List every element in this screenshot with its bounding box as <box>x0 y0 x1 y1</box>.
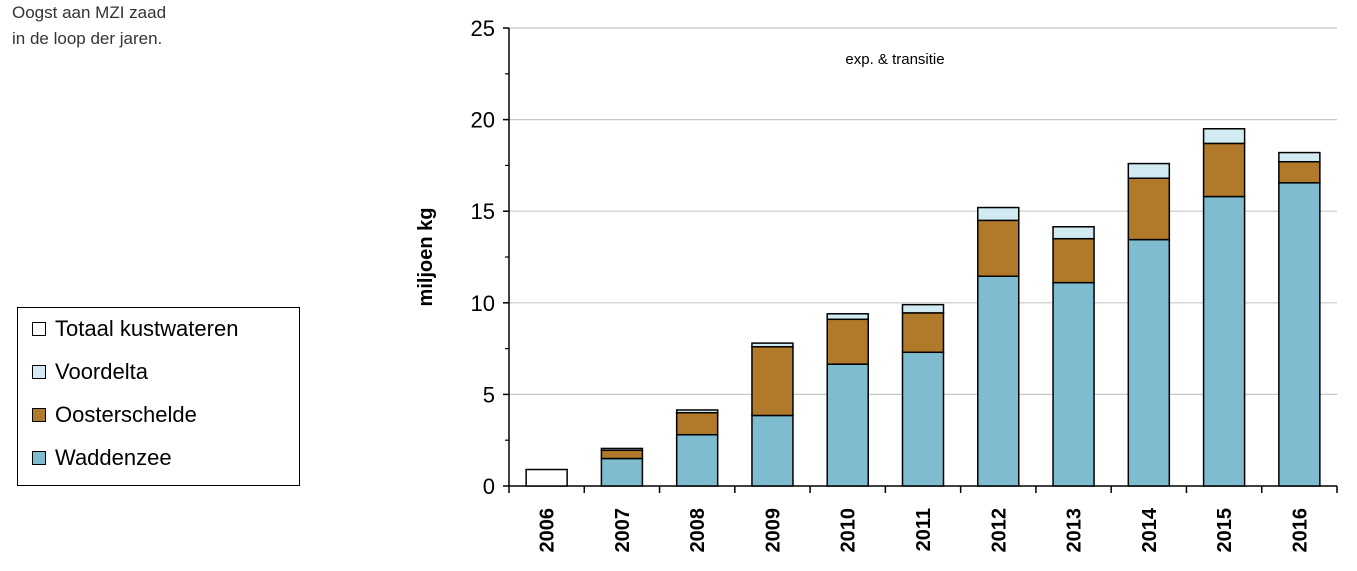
annotation-text: exp. & transitie <box>845 51 944 68</box>
legend-swatch <box>32 322 46 336</box>
x-tick-label-2015: 2015 <box>1214 508 1236 553</box>
legend-item-oosterschelde: Oosterschelde <box>32 400 197 430</box>
x-tick-label-2010: 2010 <box>838 508 860 553</box>
x-tick-label-2016: 2016 <box>1289 508 1311 553</box>
legend-label: Oosterschelde <box>55 402 197 427</box>
bar-voordelta-2012 <box>977 206 1020 222</box>
bar-waddenzee-2010 <box>826 363 869 487</box>
legend-label: Voordelta <box>55 359 148 384</box>
bar-waddenzee-2013 <box>1052 281 1095 487</box>
legend-item-waddenzee: Waddenzee <box>32 443 172 473</box>
bar-oosterschelde-2015 <box>1202 142 1246 198</box>
bar-voordelta-2015 <box>1202 128 1246 145</box>
bar-oosterschelde-2013 <box>1052 237 1095 284</box>
bar-voordelta-2009 <box>751 342 794 348</box>
bar-oosterschelde-2016 <box>1278 160 1321 184</box>
y-tick-label: 5 <box>483 382 495 407</box>
bar-oosterschelde-2008 <box>675 411 719 436</box>
chart-caption: Oogst aan MZI zaad in de loop der jaren. <box>12 0 166 52</box>
bar-waddenzee-2014 <box>1127 238 1171 487</box>
bar-totaal-kustwateren-2006 <box>525 468 568 487</box>
bar-voordelta-2010 <box>826 313 869 321</box>
bar-voordelta-2007 <box>600 447 644 452</box>
bar-oosterschelde-2010 <box>826 318 869 365</box>
x-tick-label-2007: 2007 <box>612 508 634 553</box>
bar-waddenzee-2012 <box>977 275 1020 487</box>
x-tick-label-2012: 2012 <box>988 508 1010 553</box>
bar-voordelta-2013 <box>1052 226 1095 240</box>
bar-oosterschelde-2011 <box>901 312 945 354</box>
bar-waddenzee-2015 <box>1202 195 1246 487</box>
bar-voordelta-2011 <box>901 303 945 314</box>
y-tick-label: 10 <box>471 291 495 316</box>
x-tick-label-2006: 2006 <box>537 508 559 553</box>
legend-label: Totaal kustwateren <box>55 316 239 341</box>
bar-oosterschelde-2012 <box>977 219 1020 277</box>
bar-oosterschelde-2007 <box>600 449 644 460</box>
x-tick-label-2014: 2014 <box>1139 507 1161 552</box>
bar-waddenzee-2011 <box>901 351 945 487</box>
x-tick-label-2009: 2009 <box>762 508 784 553</box>
x-tick-label-2011: 2011 <box>913 508 935 551</box>
bar-oosterschelde-2014 <box>1127 177 1171 241</box>
legend-swatch <box>32 451 46 465</box>
legend: Totaal kustwateren Voordelta Oosterschelde… <box>17 307 300 486</box>
y-tick-label: 25 <box>471 16 495 41</box>
x-tick-label-2013: 2013 <box>1064 508 1086 553</box>
legend-swatch <box>32 408 46 422</box>
y-tick-label: 0 <box>483 474 495 499</box>
bar-oosterschelde-2009 <box>751 346 794 417</box>
legend-item-totaal-kustwateren: Totaal kustwateren <box>32 314 238 344</box>
y-tick-label: 15 <box>471 199 495 224</box>
bar-voordelta-2008 <box>675 409 719 414</box>
caption-line-2: in de loop der jaren. <box>12 29 163 48</box>
bar-voordelta-2014 <box>1127 162 1171 179</box>
bar-waddenzee-2016 <box>1278 182 1321 487</box>
y-tick-label: 20 <box>471 108 495 133</box>
bar-waddenzee-2009 <box>751 414 794 487</box>
bar-waddenzee-2008 <box>675 433 719 487</box>
bar-voordelta-2016 <box>1278 151 1321 163</box>
x-tick-label-2008: 2008 <box>687 508 709 553</box>
bar-waddenzee-2007 <box>600 457 644 487</box>
caption-line-1: Oogst aan MZI zaad <box>12 3 167 22</box>
legend-item-voordelta: Voordelta <box>32 357 148 387</box>
legend-label: Waddenzee <box>55 445 172 470</box>
y-axis-title: miljoen kg <box>415 208 437 307</box>
legend-swatch <box>32 365 46 379</box>
